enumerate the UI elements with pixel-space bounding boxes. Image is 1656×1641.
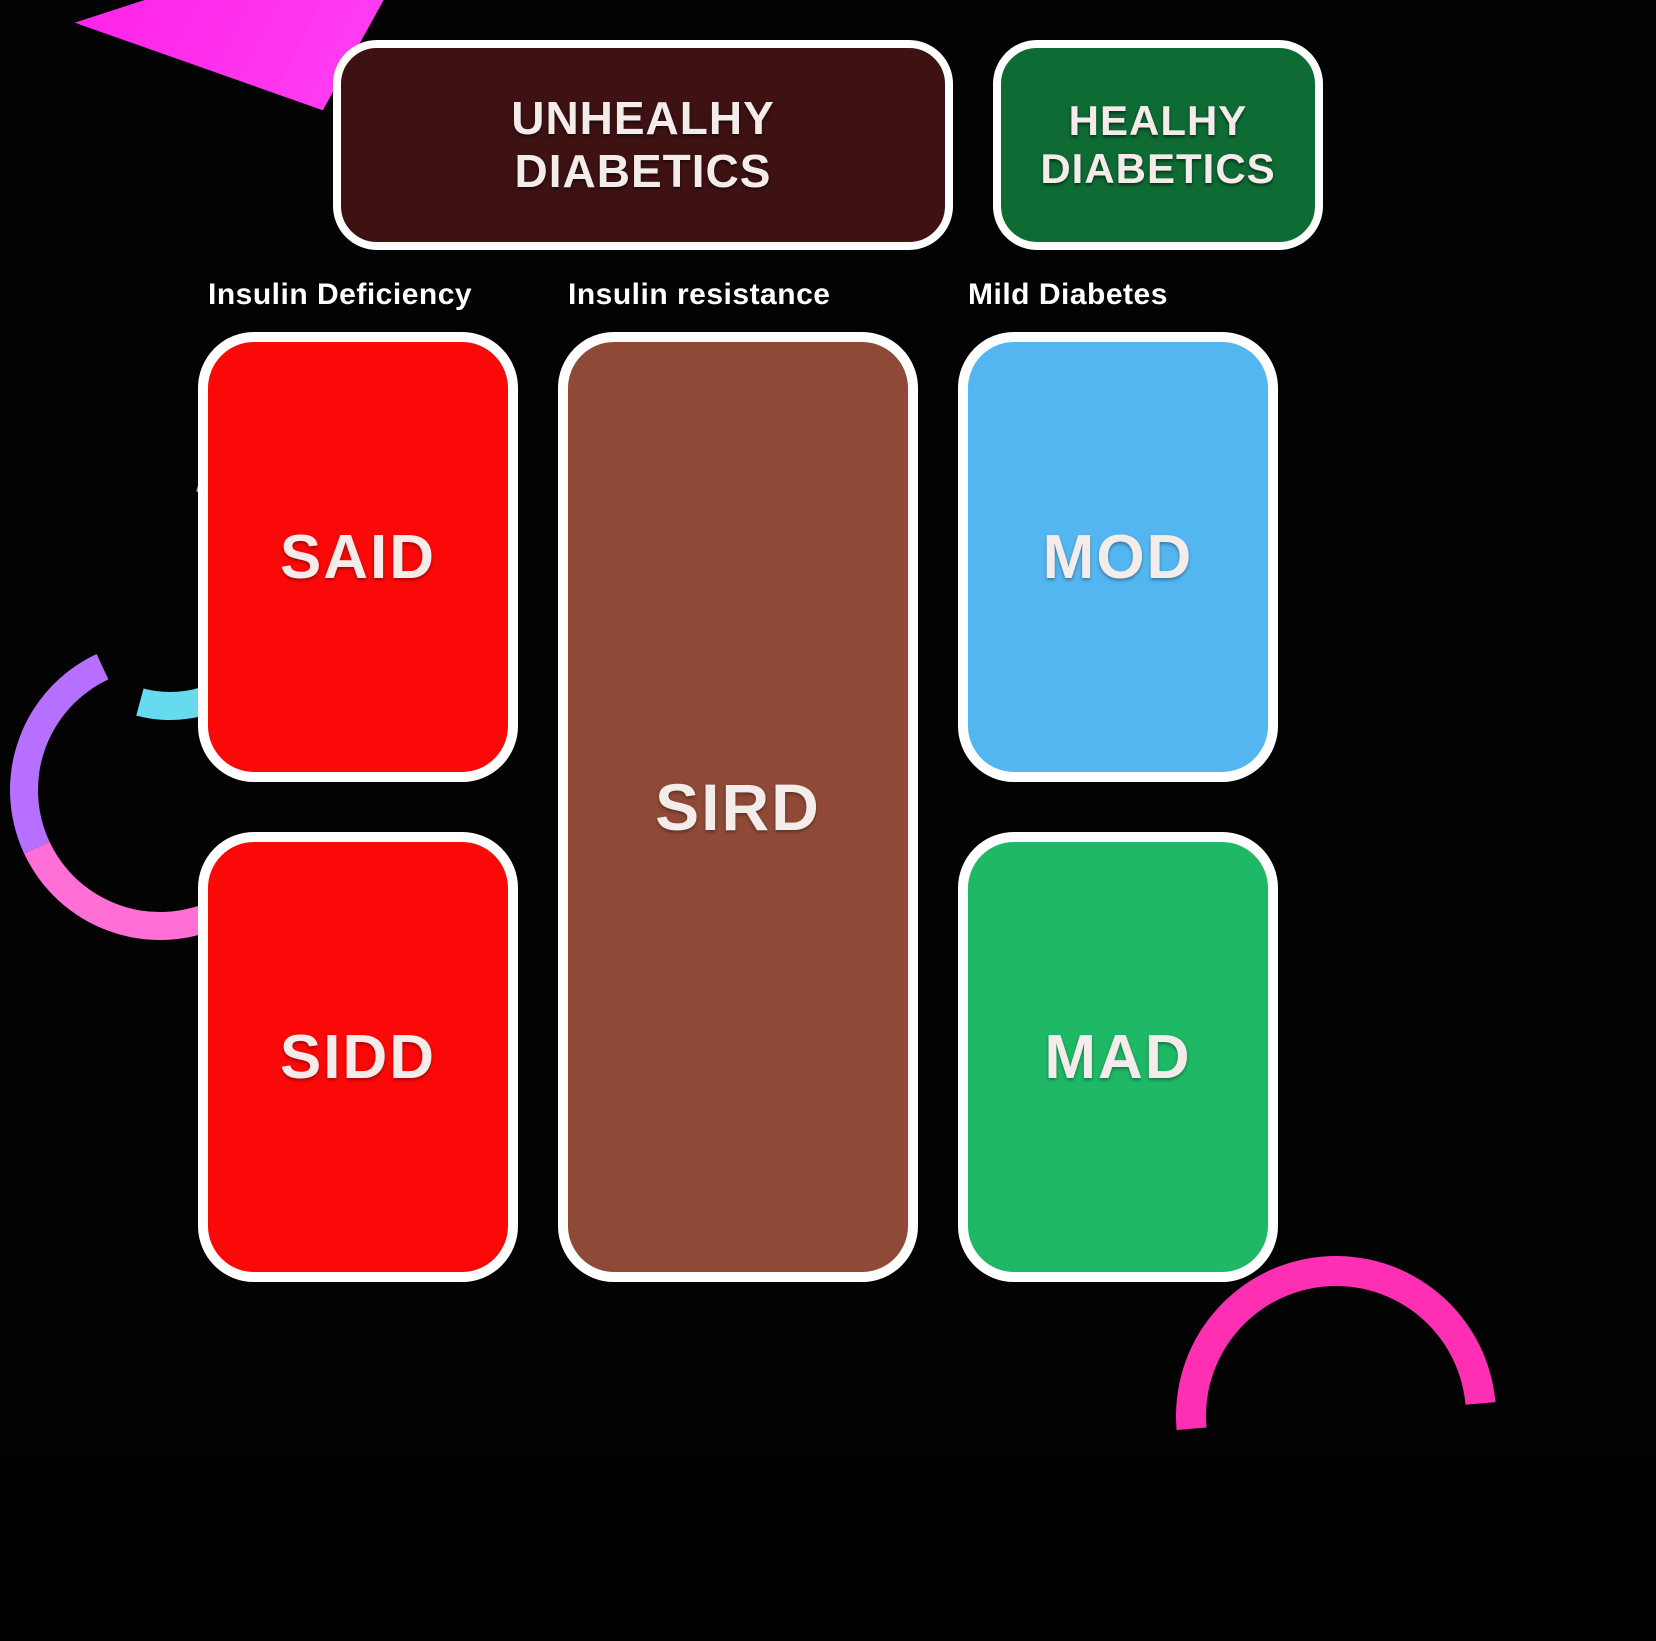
stage: UNHEALHY DIABETICS HEALHY DIABETICS Insu… (0, 0, 1656, 1456)
column-mild-diabetes: MOD MAD (958, 332, 1278, 1282)
card-said: SAID (198, 332, 518, 782)
subheading-row: Insulin Deficiency Insulin resistance Mi… (198, 278, 1458, 312)
header-healthy: HEALHY DIABETICS (993, 40, 1323, 250)
header-unhealthy-line2: DIABETICS (515, 145, 772, 197)
card-sird: SIRD (558, 332, 918, 1282)
card-mad-label: MAD (1044, 1022, 1191, 1093)
card-said-label: SAID (280, 522, 436, 593)
card-mod-label: MOD (1043, 522, 1194, 593)
header-unhealthy-line1: UNHEALHY (511, 92, 775, 144)
card-mod: MOD (958, 332, 1278, 782)
content: UNHEALHY DIABETICS HEALHY DIABETICS Insu… (198, 0, 1458, 1282)
card-grid: SAID SIDD SIRD MOD MAD (198, 332, 1458, 1282)
card-sidd-label: SIDD (280, 1022, 436, 1093)
header-healthy-line2: DIABETICS (1040, 145, 1275, 192)
subheading-insulin-resistance: Insulin resistance (568, 278, 928, 312)
column-insulin-deficiency: SAID SIDD (198, 332, 518, 1282)
header-healthy-text: HEALHY DIABETICS (1040, 97, 1275, 194)
column-insulin-resistance: SIRD (558, 332, 918, 1282)
subheading-mild-diabetes: Mild Diabetes (968, 278, 1288, 312)
card-sidd: SIDD (198, 832, 518, 1282)
header-healthy-line1: HEALHY (1069, 97, 1248, 144)
header-row: UNHEALHY DIABETICS HEALHY DIABETICS (198, 40, 1458, 250)
card-mad: MAD (958, 832, 1278, 1282)
header-unhealthy-text: UNHEALHY DIABETICS (511, 92, 775, 198)
card-sird-label: SIRD (655, 769, 821, 845)
header-unhealthy: UNHEALHY DIABETICS (333, 40, 953, 250)
subheading-insulin-deficiency: Insulin Deficiency (208, 278, 528, 312)
